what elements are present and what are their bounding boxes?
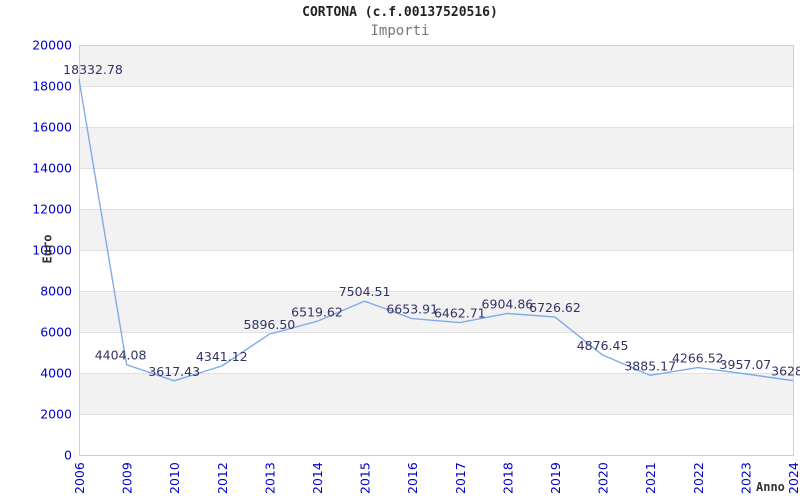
x-tick-label: 2006: [72, 462, 87, 494]
plot-band: [79, 127, 793, 168]
x-tick-label: 2021: [643, 462, 658, 494]
data-label: 3885.17: [624, 358, 676, 373]
x-tick-label: 2012: [215, 462, 230, 494]
y-tick-label: 20000: [32, 38, 72, 53]
data-label: 4341.12: [196, 349, 248, 364]
chart-title: CORTONA (c.f.00137520516): [302, 5, 498, 20]
data-label: 4404.08: [95, 348, 147, 363]
data-label: 6519.62: [291, 304, 343, 319]
data-label: 6904.86: [482, 296, 534, 311]
x-tick-label: 2020: [596, 462, 611, 494]
data-label: 3617.43: [148, 364, 200, 379]
y-tick-label: 18000: [32, 79, 72, 94]
y-tick-label: 16000: [32, 120, 72, 135]
x-tick-label: 2019: [548, 462, 563, 494]
x-tick-label: 2022: [691, 462, 706, 494]
data-label: 4266.52: [672, 351, 724, 366]
data-label: 18332.78: [63, 62, 123, 77]
series-line: [78, 79, 794, 382]
x-tick-label: 2023: [738, 462, 753, 494]
data-label: 3628.0: [771, 364, 800, 379]
x-tick-label: 2009: [120, 462, 135, 494]
x-tick-label: 2014: [310, 462, 325, 494]
y-tick-label: 12000: [32, 202, 72, 217]
data-label: 6462.71: [434, 306, 486, 321]
x-tick-label: 2013: [262, 462, 277, 494]
y-tick-label: 2000: [40, 407, 72, 422]
plot-band: [79, 209, 793, 250]
data-label: 6653.91: [386, 302, 438, 317]
x-axis-title: Anno: [756, 480, 785, 494]
plot-band: [79, 45, 793, 86]
x-tick-label: 2016: [405, 462, 420, 494]
data-label: 7504.51: [339, 284, 391, 299]
data-label: 6726.62: [529, 300, 581, 315]
y-tick-label: 8000: [40, 284, 72, 299]
y-tick-label: 14000: [32, 161, 72, 176]
y-axis-title: Euro: [40, 234, 55, 264]
y-tick-label: 0: [64, 448, 72, 463]
plot-border: [79, 45, 794, 456]
plot-band: [79, 291, 793, 332]
y-tick-label: 10000: [32, 243, 72, 258]
data-label: 4876.45: [577, 338, 629, 353]
plot-band: [79, 373, 793, 414]
x-tick-label: 2010: [167, 462, 182, 494]
chart-subtitle: Importi: [370, 23, 430, 39]
data-label: 3957.07: [720, 357, 772, 372]
x-tick-label: 2018: [500, 462, 515, 494]
y-tick-label: 6000: [40, 325, 72, 340]
x-tick-label: 2015: [358, 462, 373, 494]
y-tick-label: 4000: [40, 366, 72, 381]
x-tick-label: 2017: [453, 462, 468, 494]
x-tick-label: 2024: [786, 462, 800, 494]
data-label: 5896.50: [244, 317, 296, 332]
